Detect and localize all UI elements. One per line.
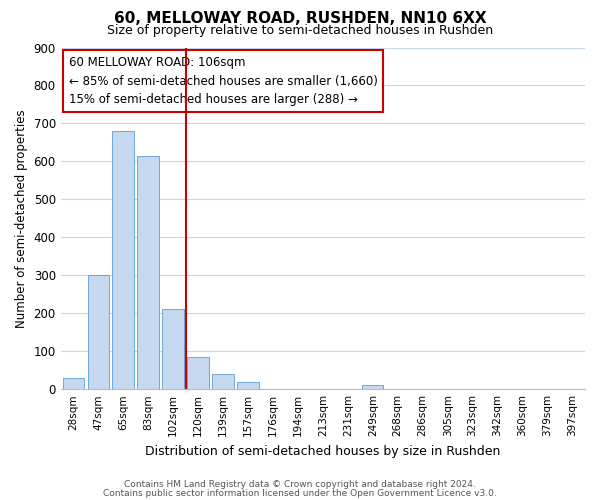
Bar [362, 386, 383, 389]
Bar [212, 374, 233, 389]
Bar [112, 131, 134, 389]
Bar [62, 378, 84, 389]
Text: 60, MELLOWAY ROAD, RUSHDEN, NN10 6XX: 60, MELLOWAY ROAD, RUSHDEN, NN10 6XX [113, 11, 487, 26]
Bar [163, 310, 184, 389]
Y-axis label: Number of semi-detached properties: Number of semi-detached properties [15, 109, 28, 328]
Text: Contains HM Land Registry data © Crown copyright and database right 2024.: Contains HM Land Registry data © Crown c… [124, 480, 476, 489]
Text: Size of property relative to semi-detached houses in Rushden: Size of property relative to semi-detach… [107, 24, 493, 37]
Text: Contains public sector information licensed under the Open Government Licence v3: Contains public sector information licen… [103, 488, 497, 498]
Text: 60 MELLOWAY ROAD: 106sqm
← 85% of semi-detached houses are smaller (1,660)
15% o: 60 MELLOWAY ROAD: 106sqm ← 85% of semi-d… [68, 56, 377, 106]
Bar [187, 357, 209, 389]
Bar [137, 156, 158, 389]
Bar [238, 382, 259, 389]
X-axis label: Distribution of semi-detached houses by size in Rushden: Distribution of semi-detached houses by … [145, 444, 500, 458]
Bar [88, 276, 109, 389]
